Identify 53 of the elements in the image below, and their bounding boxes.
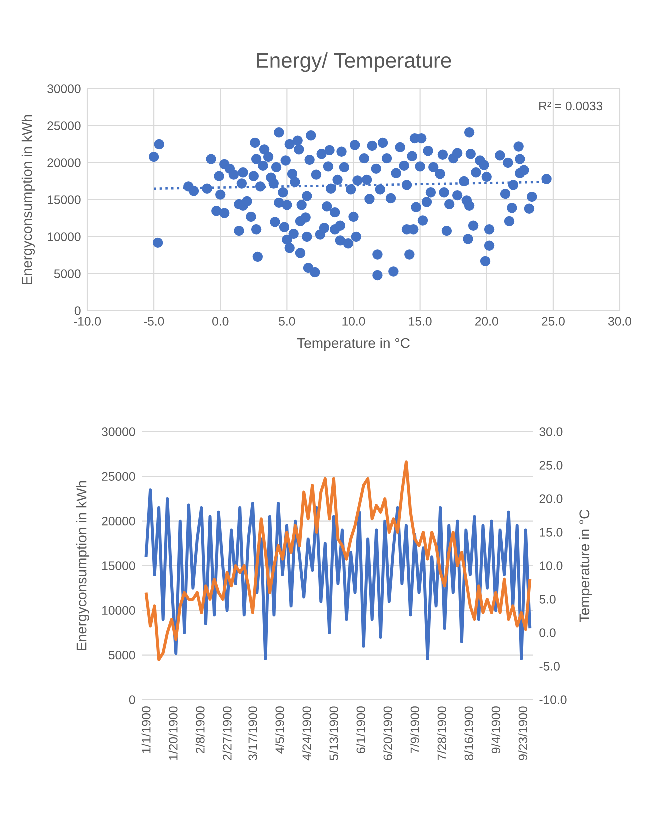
y2-tick-label: 0.0 [540,628,556,638]
y-tick-label: 30000 [102,428,136,436]
y-tick-label: 5000 [54,270,81,278]
y-tick-label: 20000 [48,158,81,168]
y-tick-label: 10000 [102,606,136,616]
x-tick-label: 7/28/1900 [438,706,447,760]
x-tick-label: 4/5/1900 [275,706,284,754]
x-tick-label: 9/23/1900 [518,706,528,760]
x-tick-label: 0.0 [212,317,229,326]
y2-tick-label: -5.0 [540,662,560,671]
x-tick-label: 8/16/1900 [464,706,474,760]
x-tick-label: 6/20/1900 [383,706,392,760]
y2-tick-label: -10.0 [540,696,567,704]
x-tick-label: 6/1/1900 [356,706,366,754]
annotation: R² = 0.0033 [540,102,603,111]
x-tick-label: 7/9/1900 [410,706,420,754]
y2-tick-label: 15.0 [540,528,563,537]
x-tick-label: 3/17/1900 [248,706,258,760]
x-tick-label: 20.0 [476,317,498,326]
y2-tick-label: 10.0 [540,562,563,570]
y2-tick-label: 5.0 [540,595,556,604]
x-tick-label: 9/4/1900 [492,706,501,754]
x-tick-label: 30.0 [608,317,632,326]
x-tick-label: 1/20/1900 [168,706,178,760]
x-tick-label: 2/27/1900 [222,706,232,760]
y2-tick-label: 20.0 [540,494,563,504]
y-tick-label: 0 [74,306,81,316]
y-axis-title: Energyconsumption in kWh [22,115,36,284]
x-tick-label: 10.0 [342,317,366,326]
y-tick-label: 30000 [48,84,81,94]
y2-axis-title: Temperature in °C [579,510,592,622]
x-tick-label: -5.0 [144,317,164,326]
y2-tick-label: 30.0 [540,428,563,436]
x-tick-label: 2/8/1900 [196,706,205,754]
x-tick-label: -10.0 [74,317,102,326]
chart-title: Energy/ Temperature [257,52,452,72]
x-tick-label: 5.0 [279,317,296,326]
y-tick-label: 15000 [48,196,81,204]
y-tick-label: 20000 [102,516,136,526]
x-tick-label: 15.0 [409,317,432,326]
x-tick-label: 1/1/1900 [142,706,151,754]
y2-tick-label: 25.0 [540,461,563,470]
y-tick-label: 5000 [108,650,136,660]
y-axis-title: Energyconsumption in kWh [76,481,90,650]
y-tick-label: 25000 [102,472,136,482]
x-tick-label: 4/24/1900 [302,706,312,761]
x-tick-label: 5/13/1900 [329,706,338,760]
x-tick-label: 25.0 [542,317,565,326]
y-tick-label: 25000 [48,122,81,130]
x-axis-title: Temperature in °C [297,338,410,352]
y-tick-label: 15000 [102,562,136,570]
y-tick-label: 0 [129,696,136,704]
y-tick-label: 10000 [48,232,81,242]
